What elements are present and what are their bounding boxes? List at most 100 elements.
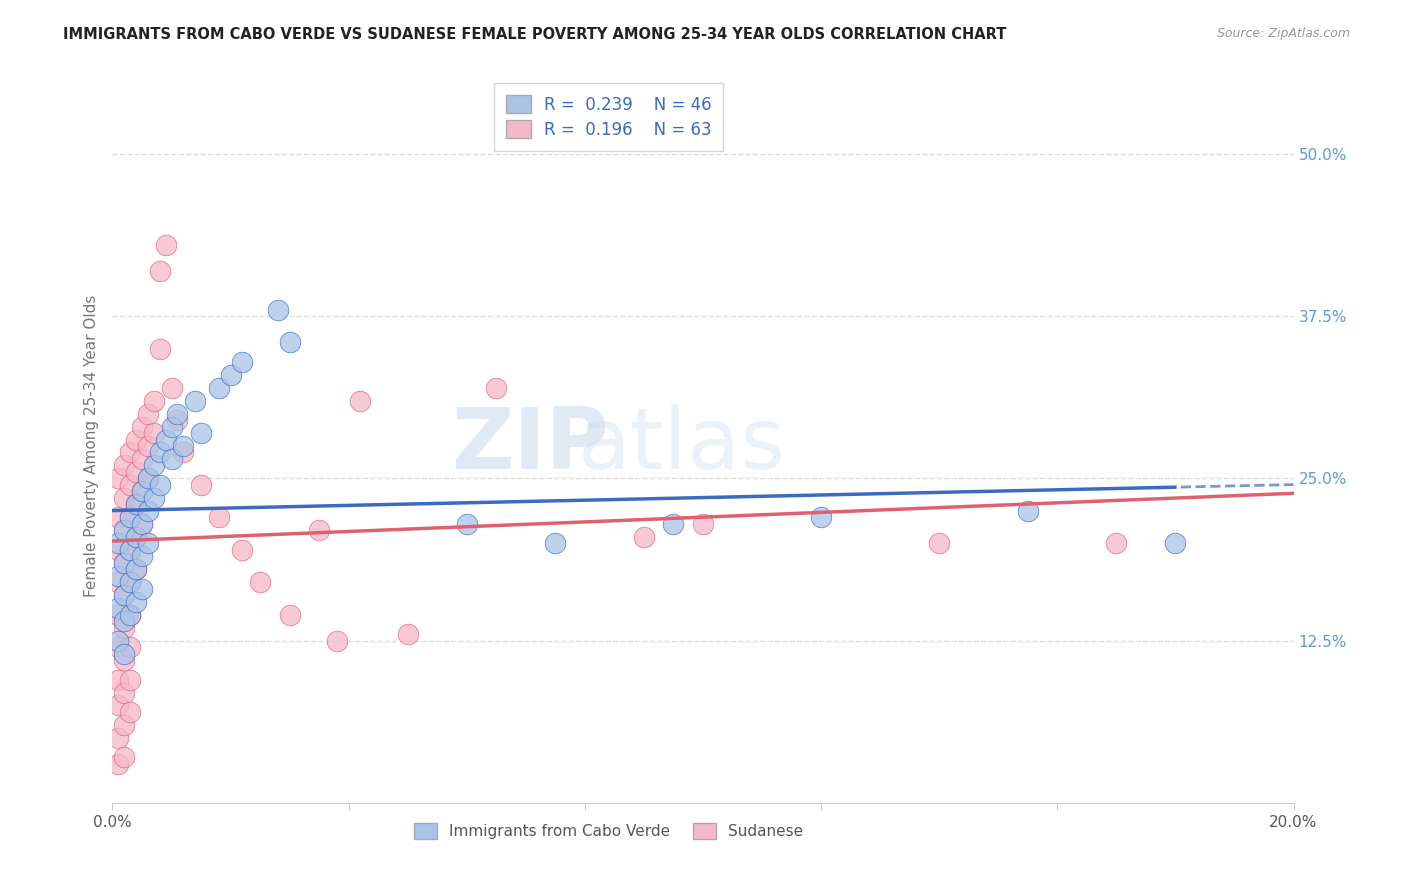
Point (125, 562, 148, 576)
Point (120, 478, 142, 492)
Point (184, 393, 207, 408)
Point (131, 484, 153, 499)
Point (112, 718, 135, 732)
Point (120, 607, 142, 622)
Point (112, 524, 135, 538)
Point (112, 647, 135, 661)
Point (112, 653, 135, 667)
Point (125, 497, 148, 511)
Point (120, 640, 142, 654)
Point (112, 588, 135, 602)
Point (112, 524, 135, 538)
Point (120, 510, 142, 524)
Point (149, 478, 172, 492)
Point (544, 536, 567, 550)
Point (107, 698, 129, 713)
Point (107, 542, 129, 557)
Point (125, 465, 148, 479)
Point (131, 582, 153, 596)
Point (112, 621, 135, 635)
Point (810, 510, 832, 524)
Point (131, 452, 153, 467)
Point (267, 302, 290, 317)
Point (142, 458, 165, 473)
Point (125, 562, 148, 576)
Point (136, 504, 159, 518)
Point (160, 419, 183, 434)
Point (136, 471, 159, 485)
Point (120, 542, 142, 557)
Point (107, 575, 129, 590)
Point (131, 419, 153, 434)
Point (190, 425, 212, 440)
Point (485, 381, 508, 395)
Point (308, 524, 330, 538)
Point (107, 633, 129, 648)
Text: atlas: atlas (578, 404, 786, 488)
Point (136, 536, 159, 550)
Point (160, 381, 183, 395)
Point (692, 516, 714, 531)
Point (131, 484, 153, 499)
Point (149, 445, 172, 459)
Point (131, 549, 153, 564)
Point (112, 556, 135, 570)
Point (928, 536, 950, 550)
Point (120, 445, 142, 459)
Point (278, 335, 301, 350)
Point (149, 342, 172, 356)
Point (1164, 536, 1187, 550)
Point (396, 627, 419, 641)
Point (1105, 536, 1128, 550)
Point (131, 516, 153, 531)
Point (125, 497, 148, 511)
Point (149, 264, 172, 278)
Text: IMMIGRANTS FROM CABO VERDE VS SUDANESE FEMALE POVERTY AMONG 25-34 YEAR OLDS CORR: IMMIGRANTS FROM CABO VERDE VS SUDANESE F… (63, 27, 1007, 42)
Point (136, 471, 159, 485)
Point (1017, 504, 1039, 518)
Point (112, 685, 135, 699)
Point (208, 510, 231, 524)
Point (120, 705, 142, 719)
Legend: Immigrants from Cabo Verde, Sudanese: Immigrants from Cabo Verde, Sudanese (408, 817, 810, 845)
Point (249, 575, 271, 590)
Point (172, 439, 194, 453)
Text: ZIP: ZIP (451, 404, 609, 488)
Point (456, 516, 478, 531)
Point (136, 407, 159, 421)
Point (112, 750, 135, 764)
Point (166, 413, 188, 427)
Point (662, 516, 685, 531)
Text: Source: ZipAtlas.com: Source: ZipAtlas.com (1216, 27, 1350, 40)
Point (120, 673, 142, 687)
Point (160, 452, 183, 467)
Point (112, 491, 135, 505)
Point (326, 633, 349, 648)
Point (166, 407, 188, 421)
Point (107, 568, 129, 582)
Point (120, 575, 142, 590)
Point (107, 640, 129, 654)
Point (120, 575, 142, 590)
Point (107, 471, 129, 485)
Point (112, 614, 135, 628)
Point (107, 756, 129, 771)
Point (131, 516, 153, 531)
Point (112, 458, 135, 473)
Point (231, 354, 253, 368)
Point (112, 588, 135, 602)
Point (125, 595, 148, 609)
Point (155, 433, 177, 447)
Point (120, 510, 142, 524)
Point (107, 731, 129, 745)
Point (136, 439, 159, 453)
Point (107, 510, 129, 524)
Point (125, 433, 148, 447)
Point (278, 607, 301, 622)
Point (231, 542, 253, 557)
Point (112, 556, 135, 570)
Point (107, 607, 129, 622)
Point (172, 445, 194, 459)
Point (120, 607, 142, 622)
Point (349, 393, 371, 408)
